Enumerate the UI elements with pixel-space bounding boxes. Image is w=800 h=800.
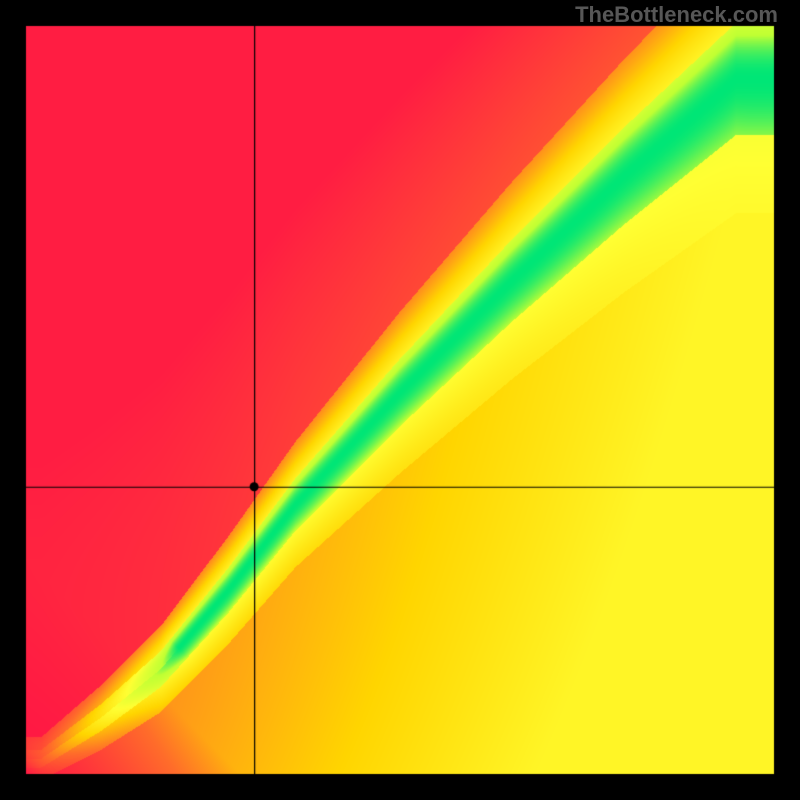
heatmap-canvas [0, 0, 800, 800]
watermark-text: TheBottleneck.com [575, 2, 778, 28]
root: TheBottleneck.com [0, 0, 800, 800]
chart-heatmap [0, 0, 800, 800]
